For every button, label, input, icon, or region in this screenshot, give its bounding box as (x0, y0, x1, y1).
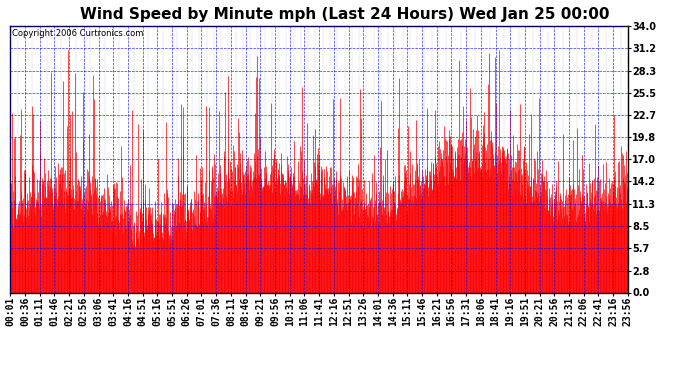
Text: Wind Speed by Minute mph (Last 24 Hours) Wed Jan 25 00:00: Wind Speed by Minute mph (Last 24 Hours)… (80, 8, 610, 22)
Text: Copyright 2006 Curtronics.com: Copyright 2006 Curtronics.com (12, 29, 143, 38)
